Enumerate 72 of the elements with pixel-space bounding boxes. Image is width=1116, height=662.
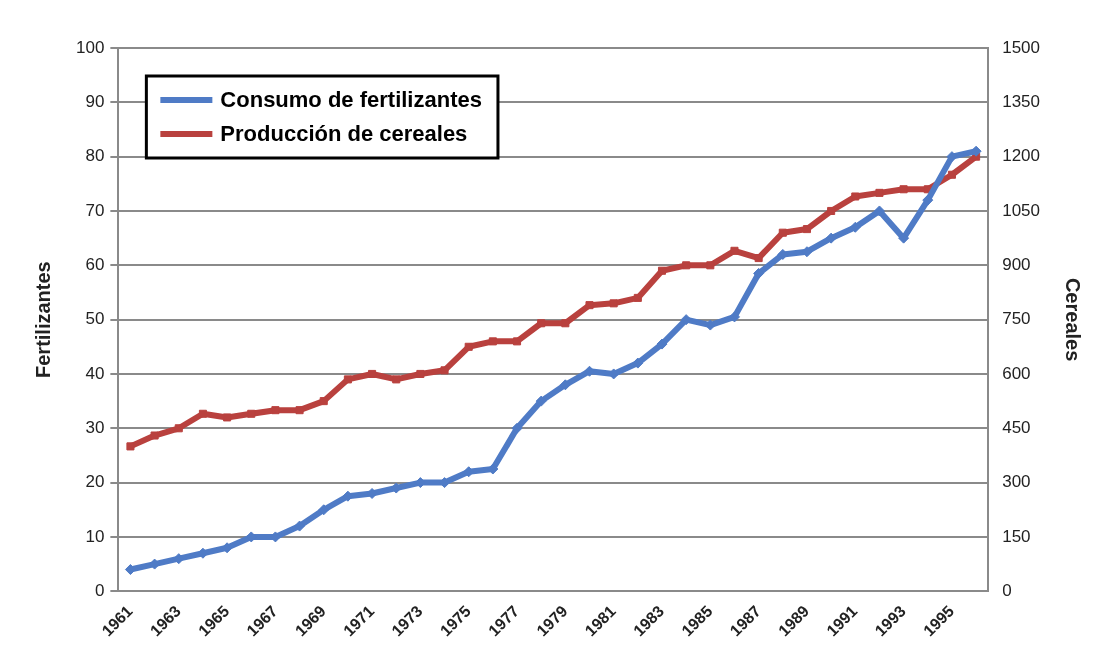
- point: [827, 206, 836, 216]
- y-tick-label: 20: [85, 472, 105, 492]
- point: [778, 228, 787, 237]
- y2-tick-label: 1050: [1002, 200, 1041, 220]
- point: [488, 337, 497, 346]
- y-tick-label: 10: [85, 526, 105, 546]
- point: [368, 369, 377, 378]
- point: [825, 232, 837, 244]
- y-tick-label: 100: [75, 37, 105, 57]
- y2-axis-title: Cereales: [1062, 277, 1085, 362]
- y-tick-label: 80: [85, 146, 105, 166]
- y-tick-label: 60: [85, 254, 105, 274]
- point: [802, 225, 812, 234]
- point: [247, 409, 256, 418]
- y2-tick-label: 750: [1002, 309, 1031, 329]
- point: [657, 266, 667, 275]
- point: [849, 221, 861, 233]
- point: [682, 261, 691, 270]
- point: [416, 369, 425, 378]
- y2-tick-label: 1200: [1002, 146, 1041, 166]
- point: [561, 319, 570, 328]
- legend-label: Consumo de fertilizantes: [220, 87, 482, 113]
- y2-tick-label: 150: [1002, 526, 1031, 546]
- point: [656, 338, 668, 350]
- point: [295, 406, 304, 415]
- point: [947, 170, 956, 179]
- point: [464, 342, 473, 351]
- y2-tick-label: 300: [1002, 472, 1031, 492]
- y-axis-title: Fertilizantes: [31, 261, 54, 378]
- point: [754, 254, 763, 263]
- y-tick-label: 40: [85, 363, 105, 383]
- point: [511, 422, 523, 434]
- y2-tick-label: 600: [1002, 363, 1031, 383]
- point: [875, 188, 884, 197]
- y-tick-label: 50: [85, 309, 105, 329]
- point: [318, 504, 330, 516]
- y-tick-label: 0: [94, 580, 105, 600]
- point: [271, 406, 280, 415]
- y2-tick-label: 0: [1002, 580, 1012, 600]
- point: [537, 319, 546, 328]
- point: [294, 520, 306, 532]
- point: [585, 301, 594, 310]
- legend-label: Producción de cereales: [220, 121, 468, 147]
- point: [706, 261, 715, 270]
- point: [899, 185, 908, 194]
- point: [150, 431, 159, 440]
- point: [513, 337, 522, 346]
- y2-tick-label: 1500: [1002, 37, 1041, 57]
- point: [730, 246, 739, 255]
- point: [873, 205, 885, 217]
- point: [343, 375, 352, 384]
- point: [753, 267, 765, 279]
- point: [632, 357, 644, 369]
- point: [559, 379, 571, 391]
- point: [198, 409, 207, 418]
- y-tick-label: 30: [85, 417, 105, 437]
- point: [535, 395, 547, 407]
- point: [392, 375, 401, 384]
- y2-tick-label: 450: [1002, 417, 1031, 437]
- point: [922, 194, 934, 206]
- point: [126, 442, 135, 451]
- point: [319, 397, 328, 406]
- point: [633, 293, 642, 302]
- point: [223, 413, 232, 422]
- point: [609, 299, 618, 308]
- y-tick-label: 70: [85, 200, 105, 220]
- point: [174, 424, 183, 433]
- y2-tick-label: 900: [1002, 254, 1031, 274]
- point: [440, 366, 449, 375]
- y-tick-label: 90: [85, 92, 105, 112]
- y2-tick-label: 1350: [1002, 92, 1041, 112]
- point: [851, 192, 860, 201]
